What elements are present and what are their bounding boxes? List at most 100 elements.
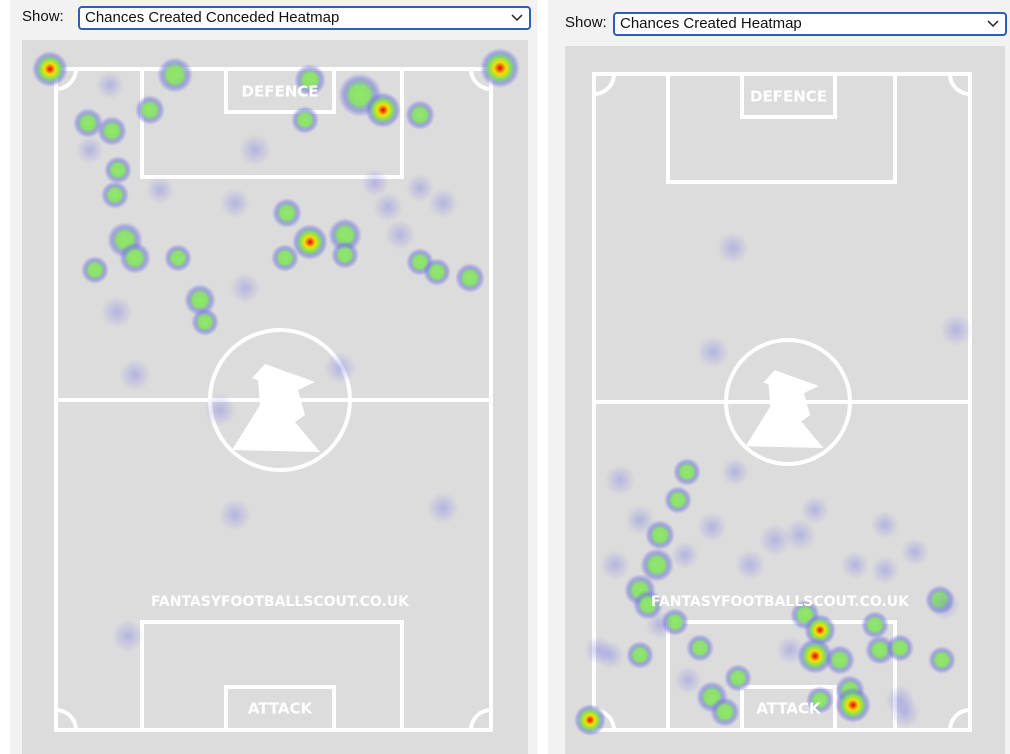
heat-blob (361, 169, 389, 197)
heat-blob (646, 611, 674, 639)
heat-blob (220, 188, 250, 218)
heat-blob (119, 242, 151, 274)
chevron (987, 20, 999, 28)
heat-blob (841, 551, 869, 579)
heat-blob (32, 51, 68, 87)
bottom-label: ATTACK (248, 700, 314, 718)
heat-blob (292, 224, 328, 260)
heat-blob (626, 641, 654, 669)
heat-blob (804, 614, 836, 646)
goal-box (224, 685, 336, 732)
selected-option: Chances Created Conceded Heatmap (85, 9, 340, 26)
heat-blob (272, 198, 302, 228)
heat-blob (328, 218, 362, 252)
top-label: DEFENCE (750, 88, 827, 106)
heat-blob (759, 524, 791, 556)
heat-blob (423, 258, 451, 286)
heat-blob (806, 686, 834, 714)
heat-blob (625, 505, 655, 535)
heat-blob (797, 638, 833, 674)
heat-blob (697, 336, 729, 368)
heat-blob (776, 636, 804, 664)
heat-blob (291, 106, 319, 134)
heat-blob (605, 465, 635, 495)
heat-blob (574, 704, 606, 736)
heat-blob (784, 519, 816, 551)
heat-blob (686, 634, 714, 662)
heat-blob (673, 458, 701, 486)
heat-blob (406, 174, 434, 202)
heat-blob (428, 188, 458, 218)
corner-arc (55, 68, 492, 731)
heat-blob (674, 666, 702, 694)
heat-blob (717, 232, 749, 264)
bottom-label: ATTACK (756, 700, 822, 718)
heat-blob (405, 100, 435, 130)
heat-blob (664, 486, 692, 514)
logo-silhouette (745, 370, 824, 449)
heat-blob (724, 664, 752, 692)
heat-blob (157, 57, 193, 93)
heat-blob (184, 284, 216, 316)
heat-blob (331, 241, 359, 269)
heat-blob (871, 556, 899, 584)
corner-arc (593, 73, 971, 731)
heat-blob (271, 244, 299, 272)
heat-blob (104, 156, 132, 184)
chevron (511, 14, 523, 22)
goal-box (740, 72, 837, 119)
heatmap-select[interactable]: Chances Created Conceded Heatmap (78, 6, 531, 30)
heat-blob (825, 645, 855, 675)
heat-blob (671, 541, 699, 569)
heat-blob (373, 192, 403, 222)
heat-blob (930, 590, 960, 620)
watermark: FANTASYFOOTBALLSCOUT.CO.UK (151, 594, 410, 610)
selected-option: Chances Created Heatmap (620, 15, 802, 32)
heat-blob (119, 359, 151, 391)
heatmap-select[interactable]: Chances Created Heatmap (613, 12, 1007, 36)
heat-blob (928, 646, 956, 674)
heat-blob (871, 511, 899, 539)
heat-blob (324, 352, 356, 384)
heat-blob (901, 538, 929, 566)
heat-blob (584, 636, 612, 664)
heat-blob (164, 244, 192, 272)
heat-blob (365, 92, 401, 128)
heat-blob (97, 116, 127, 146)
heat-blob (600, 550, 630, 580)
heat-blob (697, 512, 727, 542)
heat-blob (101, 181, 129, 209)
heat-blob (640, 548, 674, 582)
heat-blob (135, 95, 165, 125)
heat-blob (76, 136, 104, 164)
heat-blob (146, 176, 174, 204)
heat-blob (940, 314, 972, 346)
heat-blob (721, 458, 749, 486)
heat-blob (239, 134, 271, 166)
center-circle (724, 338, 852, 466)
heat-blob (801, 496, 829, 524)
heat-blob (835, 687, 871, 723)
heat-blob (861, 611, 889, 639)
goal-box (224, 67, 336, 114)
pitch: DEFENCE ATTACK FANTASYFOOTBALLSCOUT.CO.UK (574, 72, 972, 736)
heat-blob (886, 634, 914, 662)
logo-silhouette (232, 364, 320, 452)
pitch: DEFENCE ATTACK FANTASYFOOTBALLSCOUT.CO.UK (32, 48, 520, 732)
watermark: FANTASYFOOTBALLSCOUT.CO.UK (651, 594, 910, 610)
heat-blob (427, 492, 459, 524)
heat-blob (455, 263, 485, 293)
heat-blob (101, 296, 133, 328)
heat-blob (710, 697, 740, 727)
goal-box (740, 685, 837, 732)
heat-blob (385, 220, 415, 250)
heat-blob (230, 273, 260, 303)
heat-blob (219, 499, 251, 531)
heat-blob (890, 698, 920, 728)
heat-blob (191, 308, 219, 336)
heat-blob (96, 71, 124, 99)
heat-blob (81, 256, 109, 284)
show-label: Show: (22, 8, 64, 25)
